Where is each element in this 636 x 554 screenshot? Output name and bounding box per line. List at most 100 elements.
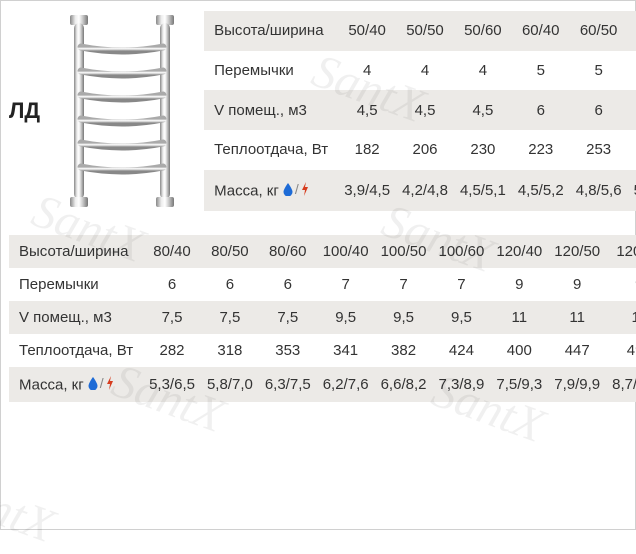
mass-icons: /: [88, 375, 114, 391]
table-row: Перемычки666777999: [9, 268, 636, 301]
table-cell: 7,5: [201, 301, 259, 334]
table-cell: 120/50: [548, 235, 606, 268]
table-cell: 60/50: [570, 11, 628, 51]
spec-table-bottom: Высота/ширина80/4080/5080/60100/40100/50…: [9, 235, 636, 402]
table-cell: 6: [570, 90, 628, 130]
top-section: ЛД: [9, 11, 627, 211]
row-header: V помещ., м3: [9, 301, 143, 334]
electric-icon: [301, 182, 309, 196]
table-cell: 230: [454, 130, 512, 170]
table-cell: 4,5/5,2: [512, 170, 570, 212]
table-cell: 382: [375, 334, 433, 367]
table-row: Высота/ширина50/4050/5050/6060/4060/5060…: [204, 11, 636, 51]
table-cell: 6,3/7,5: [259, 367, 317, 402]
table-cell: 11: [490, 301, 548, 334]
table-cell: 341: [317, 334, 375, 367]
table-cell: 50/40: [338, 11, 396, 51]
table-cell: 5: [512, 51, 570, 91]
table-cell: 182: [338, 130, 396, 170]
table-cell: 9,5: [375, 301, 433, 334]
table-cell: 353: [259, 334, 317, 367]
table-cell: 424: [432, 334, 490, 367]
table-row: V помещ., м34,54,54,5666: [204, 90, 636, 130]
slash: /: [295, 181, 299, 197]
table-cell: 494: [606, 334, 636, 367]
table-cell: 3,9/4,5: [338, 170, 396, 212]
table-cell: 5,8/7,0: [201, 367, 259, 402]
row-header: Теплоотдача, Вт: [9, 334, 143, 367]
electric-icon: [106, 376, 114, 390]
table-cell: 282: [143, 334, 201, 367]
table-cell: 9,5: [432, 301, 490, 334]
table-cell: 5,2/6,1: [628, 170, 636, 212]
table-cell: 6: [259, 268, 317, 301]
row-header: Перемычки: [9, 268, 143, 301]
table-cell: 4,5: [454, 90, 512, 130]
table-cell: 6,2/7,6: [317, 367, 375, 402]
table-cell: 50/60: [454, 11, 512, 51]
table-cell: 9: [606, 268, 636, 301]
product-block: ЛД: [9, 11, 196, 211]
table-row: Теплоотдача, Вт2823183533413824244004474…: [9, 334, 636, 367]
table-cell: 7,3/8,9: [432, 367, 490, 402]
row-header: Высота/ширина: [9, 235, 143, 268]
towel-rail-image: [46, 11, 196, 211]
table-cell: 4: [396, 51, 454, 91]
table-cell: 7: [375, 268, 433, 301]
table-cell: 206: [396, 130, 454, 170]
row-header: V помещ., м3: [204, 90, 338, 130]
table-cell: 6: [143, 268, 201, 301]
table-cell: 9: [490, 268, 548, 301]
table-cell: 120/60: [606, 235, 636, 268]
table-cell: 5,3/6,5: [143, 367, 201, 402]
table-row: Теплоотдача, Вт182206230223253283: [204, 130, 636, 170]
table-cell: 6: [512, 90, 570, 130]
table-cell: 100/50: [375, 235, 433, 268]
table-cell: 7: [317, 268, 375, 301]
table-cell: 283: [628, 130, 636, 170]
watermark: SantX: [0, 463, 62, 554]
table-cell: 7,5/9,3: [490, 367, 548, 402]
table-cell: 253: [570, 130, 628, 170]
table-cell: 120/40: [490, 235, 548, 268]
table-cell: 4,5: [396, 90, 454, 130]
table-cell: 100/40: [317, 235, 375, 268]
table-cell: 400: [490, 334, 548, 367]
table-cell: 80/50: [201, 235, 259, 268]
table-cell: 7: [432, 268, 490, 301]
table-cell: 7,5: [143, 301, 201, 334]
table-cell: 100/60: [432, 235, 490, 268]
table-cell: 4: [338, 51, 396, 91]
row-header: Высота/ширина: [204, 11, 338, 51]
table-cell: 4,2/4,8: [396, 170, 454, 212]
table-cell: 11: [606, 301, 636, 334]
table-cell: 5: [570, 51, 628, 91]
table-cell: 7,5: [259, 301, 317, 334]
table-cell: 4,8/5,6: [570, 170, 628, 212]
slash: /: [100, 375, 104, 391]
table-row: Масса, кг/5,3/6,55,8/7,06,3/7,56,2/7,66,…: [9, 367, 636, 402]
table-cell: 223: [512, 130, 570, 170]
table-cell: 9,5: [317, 301, 375, 334]
table-cell: 6: [628, 90, 636, 130]
row-header: Перемычки: [204, 51, 338, 91]
table-cell: 5: [628, 51, 636, 91]
mass-icons: /: [283, 181, 309, 197]
spec-table-top: Высота/ширина50/4050/5050/6060/4060/5060…: [204, 11, 636, 211]
page-container: SantX SantX SantX SantX SantX SantX ЛД: [0, 0, 636, 530]
table-cell: 7,9/9,9: [548, 367, 606, 402]
table-row: Перемычки444555: [204, 51, 636, 91]
table-cell: 318: [201, 334, 259, 367]
table-cell: 80/40: [143, 235, 201, 268]
table-cell: 6,6/8,2: [375, 367, 433, 402]
table-cell: 447: [548, 334, 606, 367]
table-row: Высота/ширина80/4080/5080/60100/40100/50…: [9, 235, 636, 268]
table-row: Масса, кг/3,9/4,54,2/4,84,5/5,14,5/5,24,…: [204, 170, 636, 212]
table-cell: 60/40: [512, 11, 570, 51]
table-cell: 9: [548, 268, 606, 301]
table-cell: 8,7/10,8: [606, 367, 636, 402]
table-cell: 4,5: [338, 90, 396, 130]
table-cell: 6: [201, 268, 259, 301]
row-header: Масса, кг/: [204, 170, 338, 212]
table-row: V помещ., м37,57,57,59,59,59,5111111: [9, 301, 636, 334]
